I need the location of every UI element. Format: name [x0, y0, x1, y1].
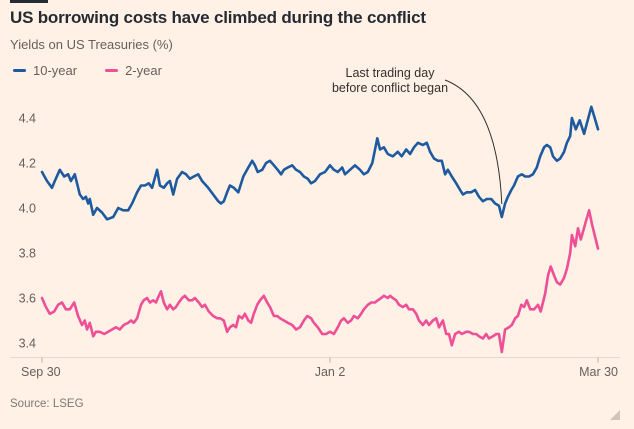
- annotation-pointer-line: [444, 79, 503, 205]
- y-tick-label: 4.0: [19, 202, 36, 216]
- 2-year-swatch-icon: [105, 69, 119, 72]
- annotation-label: Last trading day before conflict began: [290, 66, 490, 95]
- annotation-line-1: Last trading day: [345, 66, 435, 80]
- x-tick-label: Sep 30: [21, 365, 61, 379]
- legend-label-10-year: 10-year: [33, 63, 78, 78]
- y-tick-label: 3.6: [19, 292, 36, 306]
- chart-title: US borrowing costs have climbed during t…: [10, 8, 426, 27]
- x-axis-ticks: [41, 357, 599, 363]
- y-tick-label: 3.4: [19, 337, 36, 351]
- y-tick-label: 4.4: [19, 112, 36, 126]
- legend: 10-year 2-year: [13, 63, 162, 78]
- 10-year-line: [40, 105, 600, 221]
- legend-label-2-year: 2-year: [125, 63, 162, 78]
- kicker-bar: [10, 0, 48, 3]
- y-tick-label: 3.8: [19, 247, 36, 261]
- 2-year-line: [40, 209, 600, 354]
- y-axis-labels: 4.4 4.2 4.0 3.8 3.6 3.4: [19, 112, 36, 351]
- legend-item-2-year: 2-year: [105, 63, 162, 78]
- x-tick-label: Jan 2: [315, 365, 346, 379]
- y-tick-label: 4.2: [19, 157, 36, 171]
- 10-year-swatch-icon: [13, 69, 26, 72]
- chart-subtitle: Yields on US Treasuries (%): [10, 37, 173, 52]
- annotation-line-2: before conflict began: [331, 80, 449, 95]
- resize-handle-icon[interactable]: [610, 410, 620, 420]
- x-axis-labels: Sep 30 Jan 2 Mar 30: [21, 365, 618, 379]
- legend-item-10-year: 10-year: [13, 63, 77, 78]
- x-tick-label: Mar 30: [579, 365, 618, 379]
- source-label: Source: LSEG: [10, 398, 84, 410]
